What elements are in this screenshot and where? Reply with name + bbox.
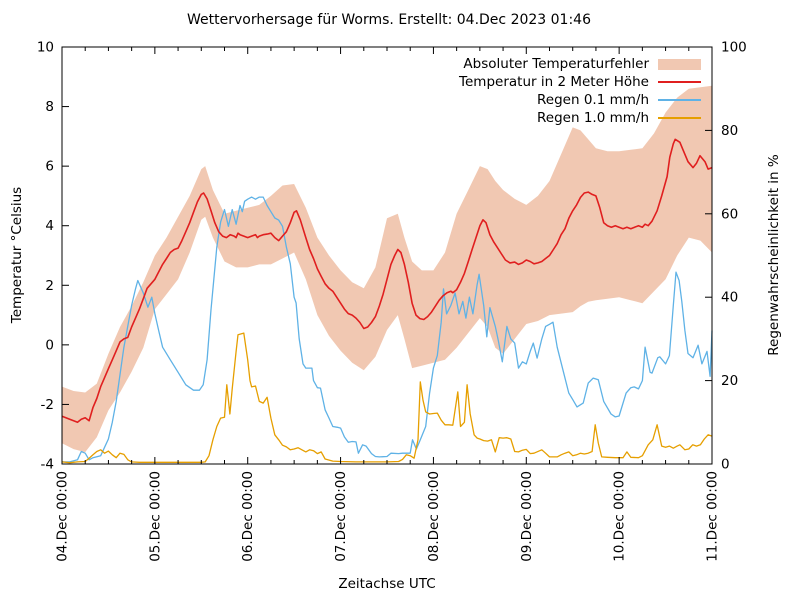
legend-row-rain01: Regen 0.1 mm/h (459, 91, 701, 109)
red-line-swatch-icon (658, 81, 701, 83)
svg-text:10: 10 (37, 40, 54, 56)
svg-text:2: 2 (45, 278, 54, 294)
chart-title: Wettervorhersage für Worms. Erstellt: 04… (186, 12, 591, 28)
svg-text:80: 80 (721, 123, 738, 139)
svg-text:0: 0 (721, 457, 730, 473)
legend-row-temperature: Temperatur in 2 Meter Höhe (459, 73, 701, 91)
svg-text:06.Dec 00:00: 06.Dec 00:00 (240, 471, 256, 562)
legend: Absoluter Temperaturfehler Temperatur in… (459, 55, 701, 127)
svg-text:04.Dec 00:00: 04.Dec 00:00 (55, 471, 71, 562)
legend-label-rain01: Regen 0.1 mm/h (537, 92, 649, 108)
svg-text:-4: -4 (41, 457, 54, 473)
right-axis-label: Regenwahrscheinlichkeit in % (766, 154, 782, 356)
svg-text:07.Dec 00:00: 07.Dec 00:00 (333, 471, 349, 562)
svg-text:100: 100 (721, 40, 747, 56)
blue-line-swatch-icon (658, 99, 701, 101)
band-swatch-icon (658, 58, 701, 70)
orange-line-swatch-icon (658, 117, 701, 119)
svg-text:40: 40 (721, 290, 738, 306)
svg-text:6: 6 (45, 159, 54, 175)
svg-text:08.Dec 00:00: 08.Dec 00:00 (426, 471, 442, 562)
svg-text:05.Dec 00:00: 05.Dec 00:00 (147, 471, 163, 562)
svg-text:8: 8 (45, 99, 54, 115)
svg-text:4: 4 (45, 218, 54, 234)
svg-text:0: 0 (45, 337, 54, 353)
svg-text:10.Dec 00:00: 10.Dec 00:00 (612, 471, 628, 562)
legend-row-temperature-error: Absoluter Temperaturfehler (459, 55, 701, 73)
legend-label-rain10: Regen 1.0 mm/h (537, 110, 649, 126)
svg-text:11.Dec 00:00: 11.Dec 00:00 (705, 471, 721, 562)
svg-text:20: 20 (721, 373, 738, 389)
svg-text:60: 60 (721, 206, 738, 222)
legend-label-temperature: Temperatur in 2 Meter Höhe (459, 74, 649, 90)
svg-text:09.Dec 00:00: 09.Dec 00:00 (519, 471, 535, 562)
legend-row-rain10: Regen 1.0 mm/h (459, 109, 701, 127)
left-axis-label: Temperatur °Celsius (9, 186, 25, 324)
legend-label-temperature-error: Absoluter Temperaturfehler (463, 56, 649, 72)
x-axis-label: Zeitachse UTC (338, 576, 436, 592)
svg-text:-2: -2 (41, 397, 54, 413)
